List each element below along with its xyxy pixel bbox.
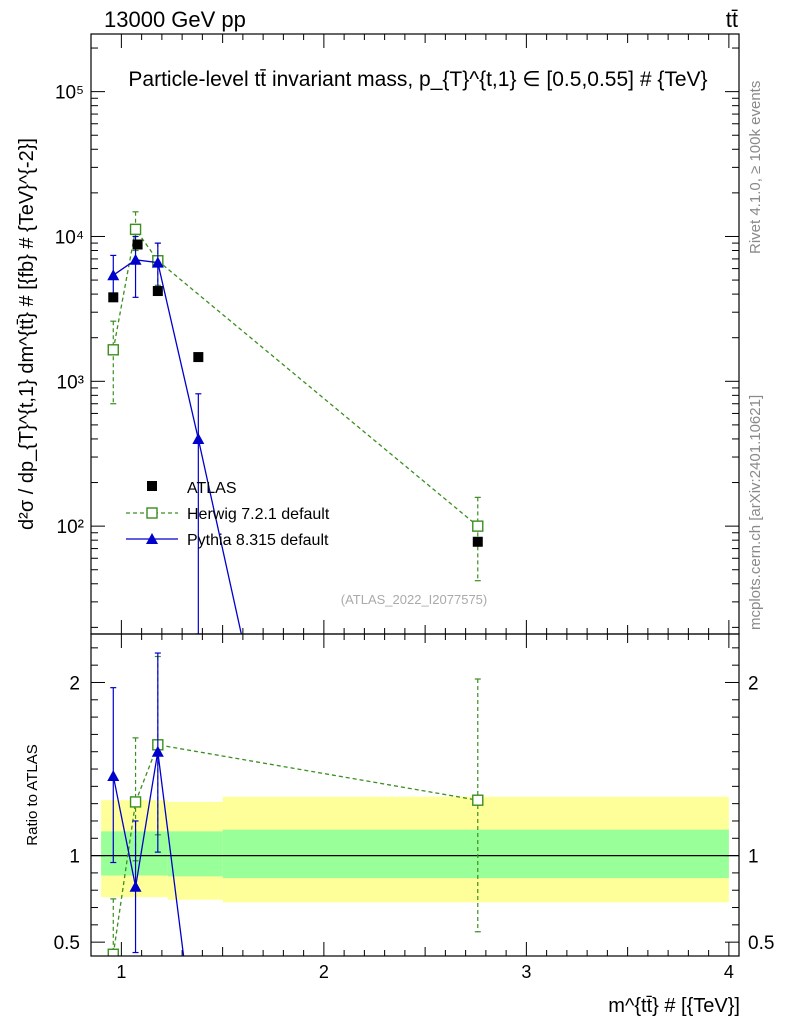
herwig-marker [107,344,119,356]
pythia-ratio-marker [129,880,142,892]
x-tick-label: 3 [521,962,531,982]
pythia-marker [129,253,142,265]
y-tick-label: 10³ [57,372,84,393]
process-label: tt̄ [726,7,738,32]
stat-uncertainty-band [101,831,168,876]
y-tick-label: 10⁵ [55,83,84,104]
analysis-watermark: (ATLAS_2022_I2077575) [341,592,487,607]
legend-atlas-label: ATLAS [187,480,237,497]
ratio-plot [91,652,739,956]
atlas-marker [472,536,483,547]
mcplots-reference-label: mcplots.cern.ch [arXiv:2401.10621] [747,395,764,630]
x-tick-label: 4 [724,962,734,982]
legend-herwig-label: Herwig 7.2.1 default [187,506,330,523]
main-plot [107,211,484,634]
x-tick-label: 1 [116,962,126,982]
ratio-frame [90,633,740,957]
herwig-ratio-line [112,744,478,955]
ratio-y-axis-label: Ratio to ATLAS [24,744,41,845]
ratio-y-tick-label-right: 1 [748,847,759,868]
legend-atlas-marker [147,481,157,491]
atlas-marker [132,239,143,250]
ratio-y-tick-label-right: 0.5 [748,933,774,954]
ratio-y-tick-label: 2 [69,673,80,694]
legend-pythia-label: Pythia 8.315 default [187,532,329,549]
y-tick-label: 10² [57,517,84,538]
ratio-axes: 1 2 3 4 0.5 0.5 1 1 2 2 [54,633,774,982]
ratio-y-tick-label: 1 [69,847,80,868]
herwig-ratio-marker [129,796,142,808]
x-axis-label: m^{tt̄} # [{TeV}] [608,995,740,1017]
main-y-axis-label: d²σ / dp_{T}^{t,1} dm^{tt̄} # [{fb} # {T… [16,138,38,530]
herwig-line [112,227,479,527]
atlas-marker [108,292,119,303]
pythia-marker [151,256,164,268]
pythia-ratio-line [112,751,185,956]
herwig-ratio-marker [472,794,484,806]
ratio-y-tick-label: 0.5 [54,933,80,954]
legend-herwig-marker [146,507,158,519]
pythia-ratio-marker [151,745,164,757]
rivet-version-label: Rivet 4.1.0, ≥ 100k events [747,81,764,254]
stat-uncertainty-band [222,829,729,879]
pythia-marker [192,432,205,444]
herwig-marker [472,520,484,532]
legend: ATLAS Herwig 7.2.1 default Pythia 8.315 … [126,480,330,549]
x-tick-label: 2 [319,962,329,982]
chart-title: Particle-level tt̄ invariant mass, p_{T}… [128,68,707,91]
herwig-marker [129,223,142,236]
legend-pythia-marker [146,533,158,544]
y-tick-label: 10⁴ [55,227,84,248]
stat-uncertainty-band [167,831,223,877]
collision-label: 13000 GeV pp [104,7,246,32]
ratio-y-tick-label-right: 2 [748,673,759,694]
atlas-marker [152,286,163,297]
pythia-ratio-marker [107,769,120,781]
atlas-marker [193,352,204,363]
herwig-ratio-marker [107,948,119,956]
pythia-marker [107,269,120,281]
